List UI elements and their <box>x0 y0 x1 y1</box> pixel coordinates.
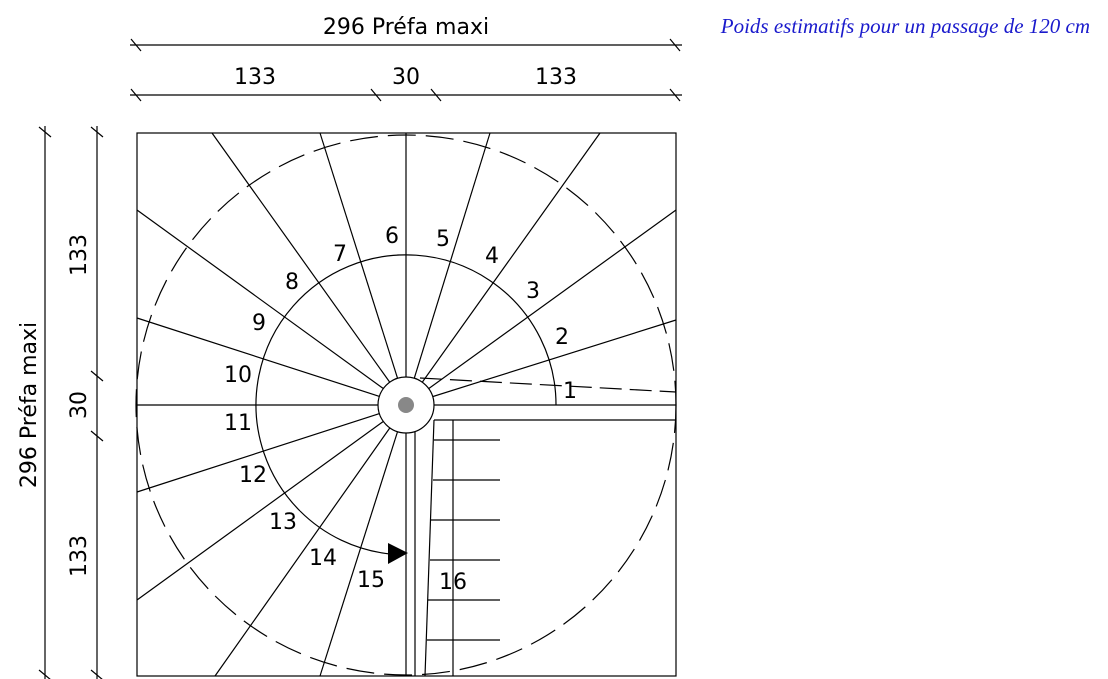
dim-part: 133 <box>234 65 276 90</box>
step-number: 7 <box>333 242 347 267</box>
step-number: 10 <box>224 363 252 388</box>
step-number: 5 <box>436 227 450 252</box>
arrow-arc <box>299 510 391 555</box>
dim-part: 30 <box>392 65 420 90</box>
step-number: 2 <box>555 325 569 350</box>
step-number: 6 <box>385 224 399 249</box>
step-number: 3 <box>526 279 540 304</box>
drawing <box>38 38 682 679</box>
dim-total: 296 Préfa maxi <box>323 15 489 40</box>
step-number: 1 <box>563 379 577 404</box>
dim-total: 296 Préfa maxi <box>17 322 42 488</box>
step-number: 8 <box>285 270 299 295</box>
arrow-head <box>388 543 408 564</box>
step-number: 12 <box>239 463 267 488</box>
note: Poids estimatifs pour un passage de 120 … <box>720 14 1090 38</box>
step-number: 11 <box>224 411 252 436</box>
step-number: 4 <box>485 244 499 269</box>
dimension-lines <box>38 38 682 679</box>
step-number: 16 <box>439 570 467 595</box>
dim-part: 133 <box>67 234 92 276</box>
dim-part: 133 <box>67 535 92 577</box>
dim-part: 30 <box>67 391 92 419</box>
treads <box>136 132 677 677</box>
step-number: 14 <box>309 546 337 571</box>
step-number: 13 <box>269 510 297 535</box>
inner-arc <box>255 254 557 512</box>
dim-part: 133 <box>535 65 577 90</box>
step-number: 9 <box>252 311 266 336</box>
step-number: 15 <box>357 568 385 593</box>
column-core <box>398 397 414 413</box>
